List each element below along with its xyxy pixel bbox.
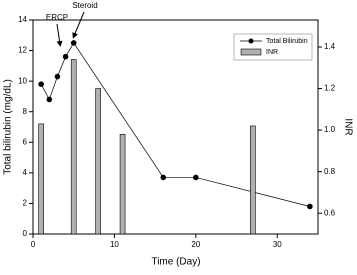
legend-label: Total Bilirubin — [266, 38, 308, 45]
point — [70, 40, 77, 46]
line — [40, 42, 310, 207]
annotation: ERCP — [46, 13, 68, 22]
point — [54, 73, 61, 80]
y-axis-label: Total bilirubin (mg/dL) — [3, 79, 14, 175]
point — [193, 174, 199, 181]
bar — [95, 88, 101, 235]
legend-swatch — [240, 48, 262, 56]
bar — [38, 123, 44, 235]
bar — [119, 133, 126, 235]
point — [307, 203, 313, 210]
y2-tick-label: 1.2 — [324, 84, 336, 93]
y-tick-label: 14 — [18, 15, 27, 24]
y2-tick-label: 0.6 — [324, 208, 336, 217]
y2-tick-label: 1.4 — [324, 42, 336, 51]
x-tick-label: 10 — [110, 240, 119, 249]
annotation-arrow — [56, 23, 63, 47]
x-axis-label: Time (Day) — [151, 257, 200, 268]
y2-tick-label: 1.0 — [324, 125, 336, 134]
y-tick-label: 0 — [23, 229, 28, 238]
y-tick-label: 12 — [18, 46, 27, 55]
x-tick-label: 30 — [273, 240, 282, 249]
y-tick-label: 4 — [23, 168, 28, 177]
legend — [233, 33, 313, 61]
y-tick-label: 2 — [23, 199, 28, 208]
annotation-arrow — [72, 11, 85, 39]
y-tick-label: 10 — [18, 76, 27, 85]
plot-frame — [32, 19, 319, 235]
y2-axis-label: INR — [342, 118, 353, 135]
legend-marker — [248, 38, 254, 44]
x-tick-label: 0 — [31, 240, 36, 249]
point — [46, 96, 53, 103]
bar — [250, 125, 256, 235]
point — [38, 81, 44, 87]
y-tick-label: 8 — [23, 107, 28, 116]
bar — [70, 59, 77, 235]
y2-tick-label: 0.8 — [324, 167, 336, 176]
x-tick-label: 20 — [191, 240, 200, 249]
y-tick-label: 6 — [23, 137, 28, 146]
legend-label: INR — [266, 49, 278, 56]
point — [160, 174, 167, 181]
annotation: Steroid — [72, 1, 97, 10]
point — [62, 53, 69, 60]
